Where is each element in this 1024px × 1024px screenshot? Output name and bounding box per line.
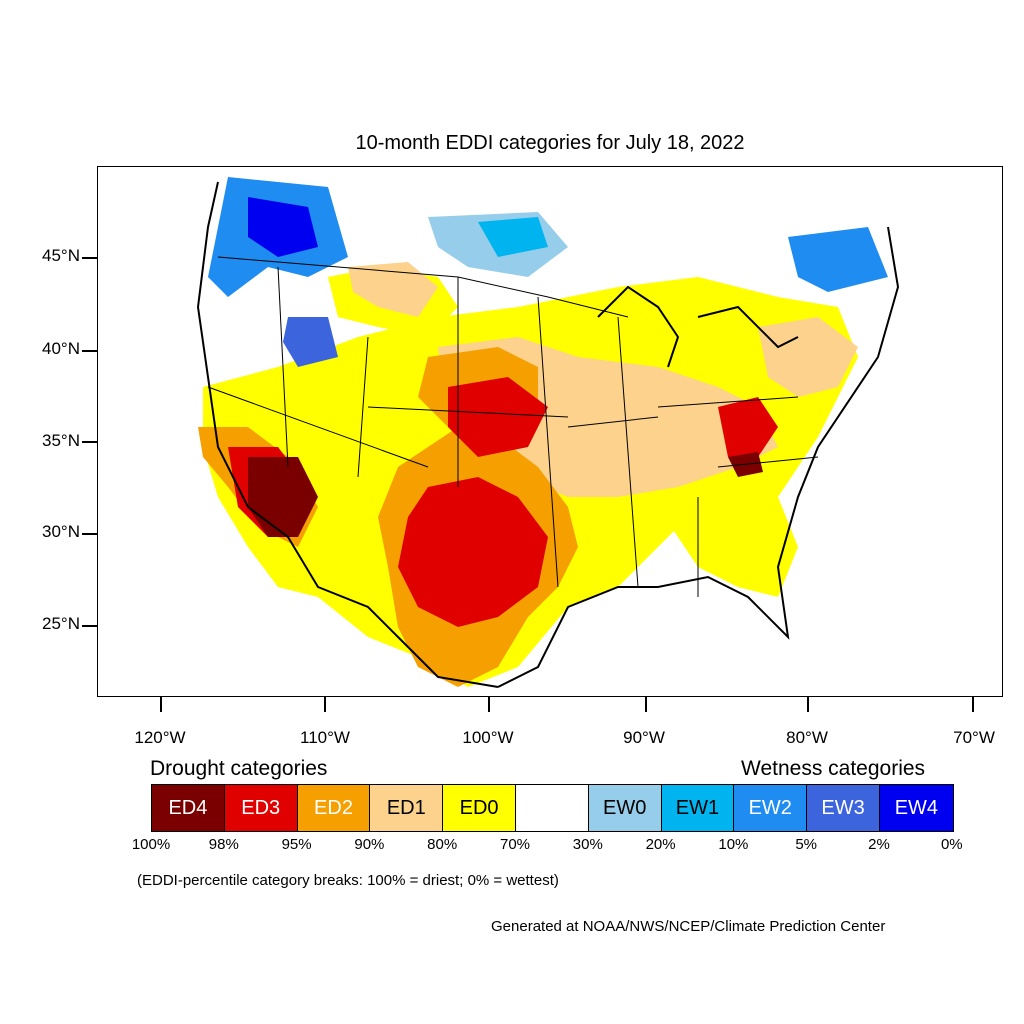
percentile-break-label: 98% <box>208 836 239 853</box>
x-tick <box>488 697 490 712</box>
y-tick <box>82 257 97 259</box>
percentile-break-label: 5% <box>795 836 818 853</box>
y-label-40n: 40°N <box>42 339 80 358</box>
x-label-90w: 90°W <box>623 728 665 747</box>
legend-swatch-ed4: ED4 <box>152 785 225 831</box>
region-ed3-ohio <box>718 397 778 457</box>
x-label-100w: 100°W <box>462 728 514 747</box>
region-ew-idaho <box>283 317 338 367</box>
region-ed1-east <box>758 317 858 397</box>
x-label-80w: 80°W <box>786 728 828 747</box>
category-breaks-note: (EDDI-percentile category breaks: 100% =… <box>137 872 559 889</box>
percentile-break-label: 70% <box>499 836 531 853</box>
legend-swatch-ed3: ED3 <box>224 785 298 831</box>
x-label-110w: 110°W <box>300 728 350 747</box>
legend-swatch-ed0: ED0 <box>443 785 516 831</box>
legend-swatch-ew2: EW2 <box>734 785 808 831</box>
legend-swatch-ew0: EW0 <box>588 785 662 831</box>
coastline <box>196 181 900 688</box>
eddi-map-canvas <box>196 177 900 688</box>
region-ew-maine <box>788 227 888 292</box>
y-label-35n: 35°N <box>42 431 80 450</box>
credit-line: Generated at NOAA/NWS/NCEP/Climate Predi… <box>491 918 886 935</box>
wetness-categories-title: Wetness categories <box>741 757 926 780</box>
percentile-break-label: 100% <box>131 836 171 853</box>
x-label-70w: 70°W <box>953 728 995 747</box>
percentile-break-label: 80% <box>427 836 458 853</box>
y-label-45n: 45°N <box>42 246 80 265</box>
y-tick <box>82 441 97 443</box>
legend-swatch-ed1: ED1 <box>370 785 444 831</box>
y-tick <box>82 625 97 627</box>
y-label-30n: 30°N <box>42 522 80 541</box>
x-tick <box>645 697 647 712</box>
category-legend: ED4 ED3 ED2 ED1 ED0 EW0 EW1 EW2 EW3 EW4 <box>151 784 954 832</box>
legend-swatch-ed2: ED2 <box>297 785 371 831</box>
region-ed1-northplains <box>348 262 438 317</box>
region-ed4-arizona <box>248 457 318 537</box>
legend-swatch-neutral <box>515 785 589 831</box>
region-ed3-texas <box>398 477 548 627</box>
x-tick <box>160 697 162 712</box>
y-label-25n: 25°N <box>42 614 80 633</box>
region-ed0-east <box>658 487 798 597</box>
region-ew1-northplains <box>478 217 548 257</box>
percentile-break-label: 30% <box>572 836 603 853</box>
x-tick <box>972 697 974 712</box>
percentile-break-label: 10% <box>718 836 749 853</box>
percentile-break-label: 90% <box>354 836 385 853</box>
percentile-break-label: 0% <box>940 836 963 853</box>
legend-swatch-ew3: EW3 <box>807 785 880 831</box>
percentile-break-label: 95% <box>281 836 312 853</box>
legend-swatch-ew4: EW4 <box>879 785 953 831</box>
x-label-120w: 120°W <box>134 728 186 747</box>
map-title: 10-month EDDI categories for July 18, 20… <box>355 132 745 154</box>
eddi-map <box>97 166 1003 697</box>
x-tick <box>807 697 809 712</box>
y-tick <box>82 533 97 535</box>
drought-categories-title: Drought categories <box>150 757 328 780</box>
y-tick <box>82 350 97 352</box>
region-ew4-northwest <box>248 197 318 257</box>
region-ed3-kansas <box>448 377 548 457</box>
x-tick <box>324 697 326 712</box>
legend-swatch-ew1: EW1 <box>661 785 735 831</box>
percentile-break-label: 20% <box>645 836 676 853</box>
percentile-break-label: 2% <box>868 836 890 853</box>
boundary-lines <box>207 256 819 597</box>
